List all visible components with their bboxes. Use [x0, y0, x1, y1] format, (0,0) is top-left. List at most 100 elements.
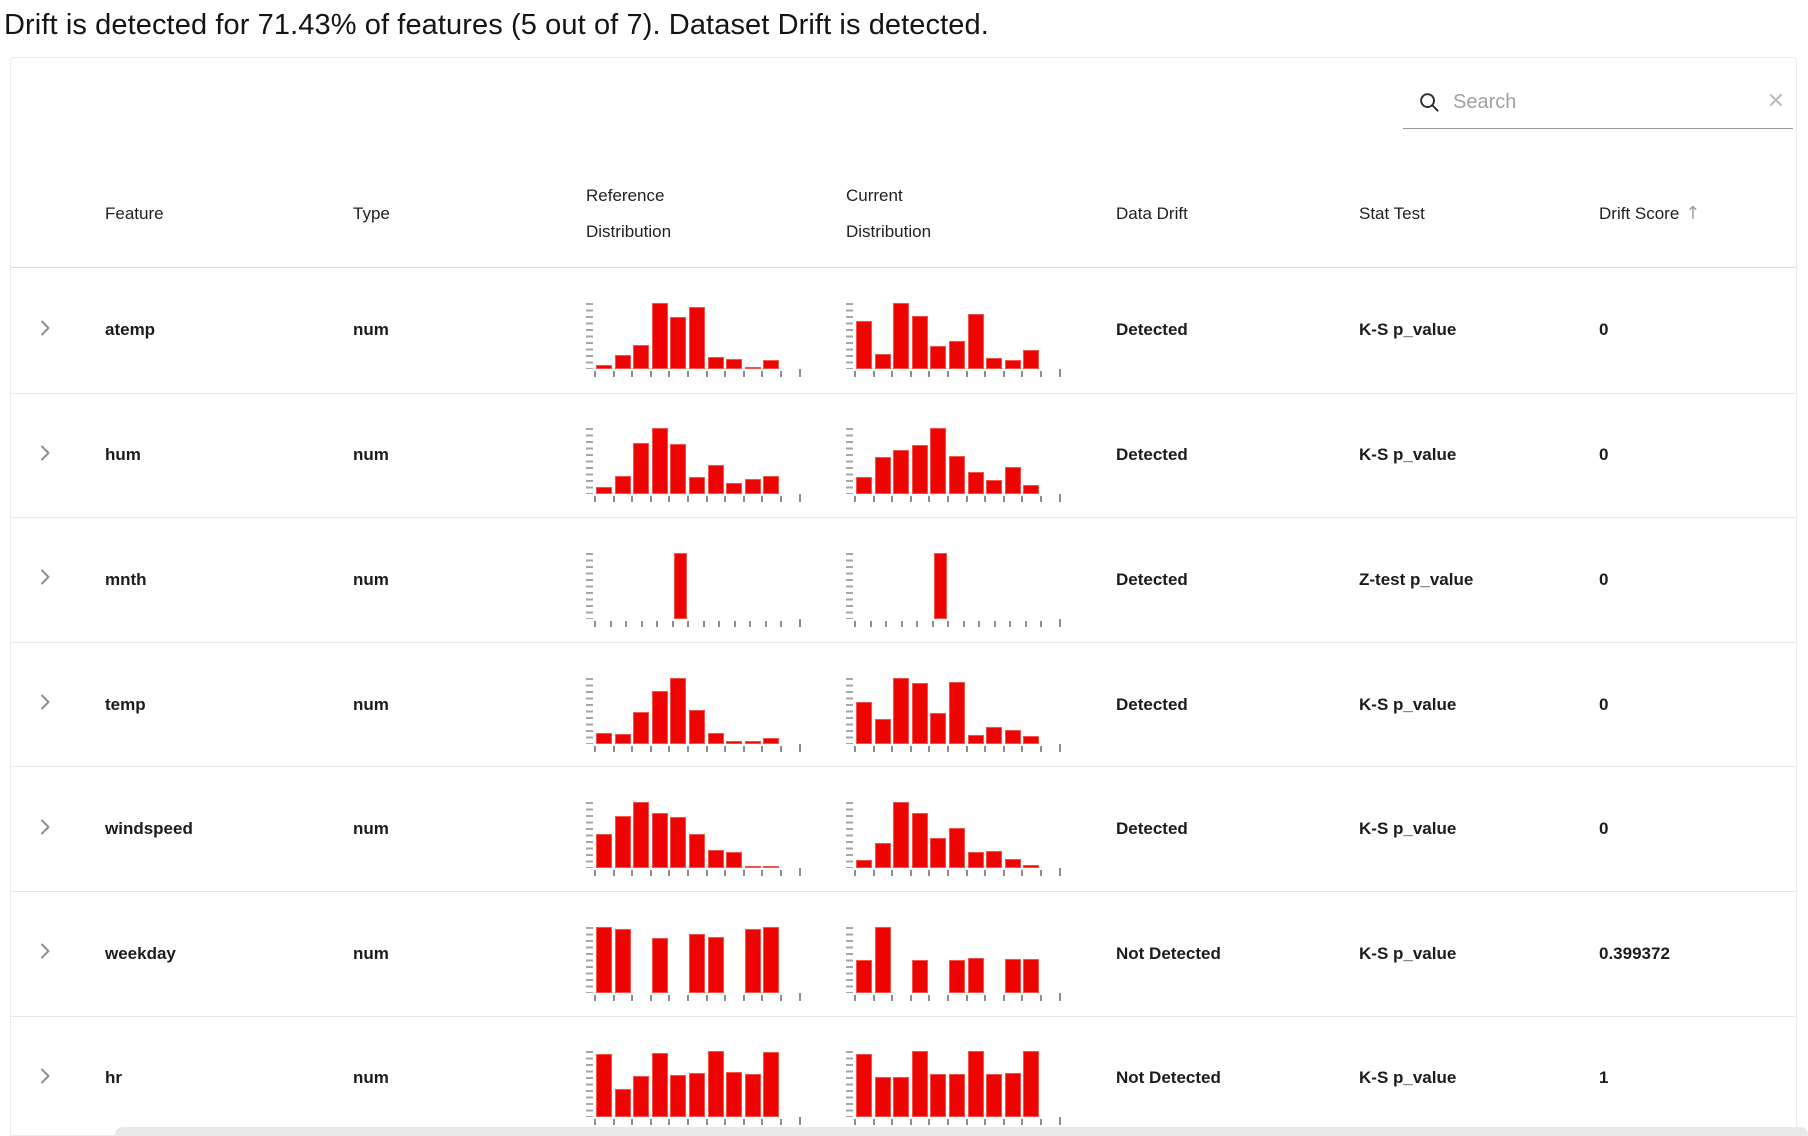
histogram-bar: [930, 838, 947, 869]
histogram-bar: [874, 926, 891, 993]
histogram-bar: [763, 476, 780, 495]
histogram-bar: [874, 718, 891, 744]
current-distribution-histogram: [846, 677, 1106, 752]
histogram-bar: [949, 1074, 966, 1118]
histogram-bar: [967, 472, 984, 495]
histogram-bar: [744, 740, 761, 744]
histogram-bar: [633, 1076, 650, 1118]
table-row: temp num Detected K-S p_value 0: [11, 641, 1796, 767]
expand-row-button[interactable]: [33, 690, 57, 714]
current-distribution-histogram: [846, 428, 1106, 503]
reference-distribution-histogram: [586, 1051, 836, 1126]
table-row: weekday num Not Detected K-S p_value 0.3…: [11, 890, 1796, 1016]
histogram-bar: [651, 1053, 668, 1118]
histogram-bar: [614, 816, 631, 869]
column-header-drift-score[interactable]: Drift Score ↑: [1589, 196, 1796, 232]
stat-test-name: K-S p_value: [1359, 819, 1457, 839]
expand-row-button[interactable]: [33, 1064, 57, 1088]
feature-type: num: [353, 1068, 389, 1088]
column-header-reference-distribution[interactable]: Reference Distribution: [586, 185, 672, 241]
histogram-bar: [651, 813, 668, 869]
histogram-bar: [911, 682, 928, 744]
table-row: mnth num Detected Z-test p_value 0: [11, 517, 1796, 642]
feature-name: windspeed: [105, 819, 193, 839]
histogram-bar: [1004, 360, 1021, 370]
histogram-bar: [670, 1075, 687, 1118]
feature-name: atemp: [105, 320, 156, 340]
histogram-bar: [596, 487, 613, 495]
histogram-bar: [967, 1051, 984, 1118]
column-header-data-drift[interactable]: Data Drift: [1116, 203, 1188, 223]
histogram-bar: [893, 303, 910, 370]
reference-distribution-histogram: [586, 677, 836, 752]
chevron-right-icon: [41, 445, 50, 461]
column-header-current-distribution[interactable]: Current Distribution: [846, 185, 932, 241]
histogram-bar: [614, 476, 631, 495]
data-drift-status: Detected: [1116, 694, 1188, 714]
drift-score-label: Drift Score: [1599, 203, 1680, 223]
histogram-bar: [651, 428, 668, 495]
histogram-bar: [911, 959, 928, 993]
horizontal-scrollbar[interactable]: [115, 1127, 1808, 1136]
expand-row-button[interactable]: [33, 939, 57, 963]
histogram-bar: [744, 367, 761, 370]
column-header-feature[interactable]: Feature: [105, 203, 164, 223]
histogram-bar: [707, 1051, 724, 1118]
histogram-bar: [596, 926, 613, 993]
drift-score-value: 0: [1599, 320, 1609, 340]
search-row: ✕: [11, 58, 1796, 129]
drift-score-value: 0: [1599, 694, 1609, 714]
stat-test-name: K-S p_value: [1359, 943, 1457, 963]
data-drift-status: Not Detected: [1116, 1068, 1221, 1088]
histogram-bar: [670, 444, 687, 495]
expand-row-button[interactable]: [33, 815, 57, 839]
histogram-bar: [614, 355, 631, 370]
histogram-bar: [967, 957, 984, 993]
expand-row-button[interactable]: [33, 316, 57, 340]
histogram-bar: [689, 709, 706, 744]
expand-row-button[interactable]: [33, 565, 57, 589]
histogram-bar: [1004, 1073, 1021, 1118]
histogram-bar: [856, 477, 873, 495]
search-icon: [1420, 92, 1439, 112]
histogram-bar: [1023, 1051, 1040, 1118]
data-drift-status: Not Detected: [1116, 943, 1221, 963]
feature-type: num: [353, 320, 389, 340]
search-input[interactable]: [1453, 90, 1733, 114]
current-distribution-histogram: [846, 1051, 1106, 1126]
histogram-bar: [689, 834, 706, 869]
data-drift-status: Detected: [1116, 320, 1188, 340]
histogram-bar: [707, 465, 724, 495]
table-row: atemp num Detected K-S p_value 0: [11, 268, 1796, 393]
histogram-bar: [707, 357, 724, 370]
column-header-type[interactable]: Type: [353, 203, 390, 223]
histogram-bar: [893, 450, 910, 495]
drift-summary-title: Drift is detected for 71.43% of features…: [4, 9, 989, 41]
feature-name: hr: [105, 1068, 122, 1088]
data-drift-status: Detected: [1116, 445, 1188, 465]
feature-name: hum: [105, 445, 141, 465]
histogram-bar: [986, 358, 1003, 370]
histogram-bar: [893, 1077, 910, 1118]
histogram-bar: [911, 445, 928, 495]
data-drift-status: Detected: [1116, 569, 1188, 589]
histogram-bar: [967, 734, 984, 744]
table-row: windspeed num Detected K-S p_value 0: [11, 766, 1796, 891]
table-body: atemp num Detected K-S p_value 0 hum num…: [11, 268, 1796, 1135]
histogram-bar: [763, 1052, 780, 1118]
histogram-bar: [633, 802, 650, 869]
histogram-bar: [949, 959, 966, 993]
feature-type: num: [353, 819, 389, 839]
histogram-bar: [986, 851, 1003, 869]
column-header-stat-test[interactable]: Stat Test: [1359, 203, 1425, 223]
histogram-bar: [874, 354, 891, 370]
histogram-bar: [856, 1054, 873, 1118]
histogram-bar: [1004, 958, 1021, 993]
histogram-bar: [949, 456, 966, 495]
drift-score-value: 1: [1599, 1068, 1609, 1088]
histogram-bar: [651, 690, 668, 744]
stat-test-name: K-S p_value: [1359, 1068, 1457, 1088]
histogram-bar: [633, 345, 650, 370]
expand-row-button[interactable]: [33, 441, 57, 465]
clear-search-icon[interactable]: ✕: [1766, 89, 1785, 114]
